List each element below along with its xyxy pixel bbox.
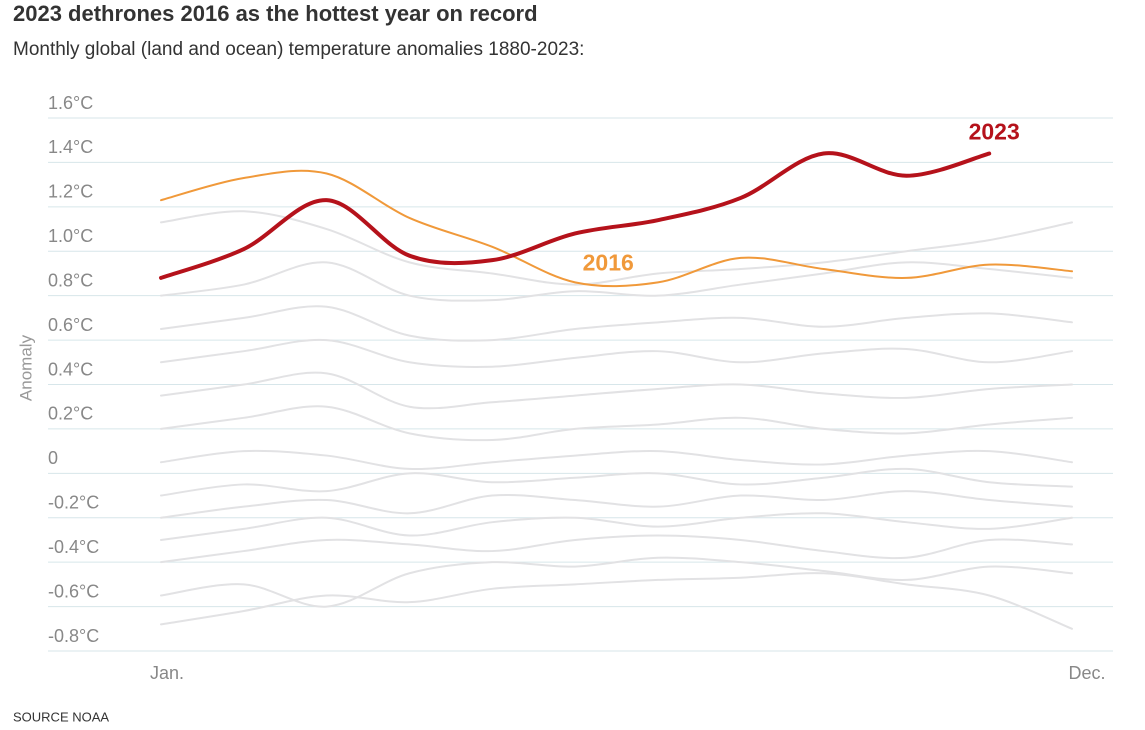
background-line [160, 261, 1073, 302]
chart-subtitle: Monthly global (land and ocean) temperat… [13, 39, 584, 60]
series-label: 2023 [969, 119, 1020, 145]
source: SOURCE NOAA [13, 709, 109, 724]
y-tick-label: 0.2°C [48, 404, 93, 424]
x-tick-label: Jan. [150, 663, 184, 683]
chart-title: 2023 dethrones 2016 as the hottest year … [13, 1, 538, 26]
background-line [160, 305, 1073, 342]
y-tick-label: 1.6°C [48, 93, 93, 113]
background-line [160, 512, 1073, 541]
background-line [160, 467, 1073, 497]
y-axis-label: Anomaly [16, 334, 35, 401]
x-tick-label: Dec. [1068, 663, 1105, 683]
y-tick-label: 0.8°C [48, 270, 93, 290]
background-line [160, 572, 1073, 630]
background-line [160, 371, 1073, 410]
y-tick-label: 1.0°C [48, 226, 93, 246]
y-tick-label: -0.6°C [48, 581, 99, 601]
y-tick-label: -0.4°C [48, 537, 99, 557]
y-tick-label: 0.4°C [48, 359, 93, 379]
background-line [160, 534, 1073, 564]
background-line [160, 405, 1073, 442]
y-tick-label: -0.2°C [48, 493, 99, 513]
y-tick-label: 0 [48, 448, 58, 468]
y-tick-label: 1.2°C [48, 182, 93, 202]
y-tick-label: 0.6°C [48, 315, 93, 335]
y-tick-label: 1.4°C [48, 137, 93, 157]
series-label: 2016 [583, 250, 634, 276]
y-tick-label: -0.8°C [48, 626, 99, 646]
background-line [160, 210, 1073, 286]
background-line [160, 449, 1073, 471]
highlight-line [159, 151, 992, 280]
background-line [160, 556, 1073, 608]
highlight-line [160, 169, 1073, 288]
background-line [160, 338, 1073, 368]
background-line [160, 490, 1073, 519]
